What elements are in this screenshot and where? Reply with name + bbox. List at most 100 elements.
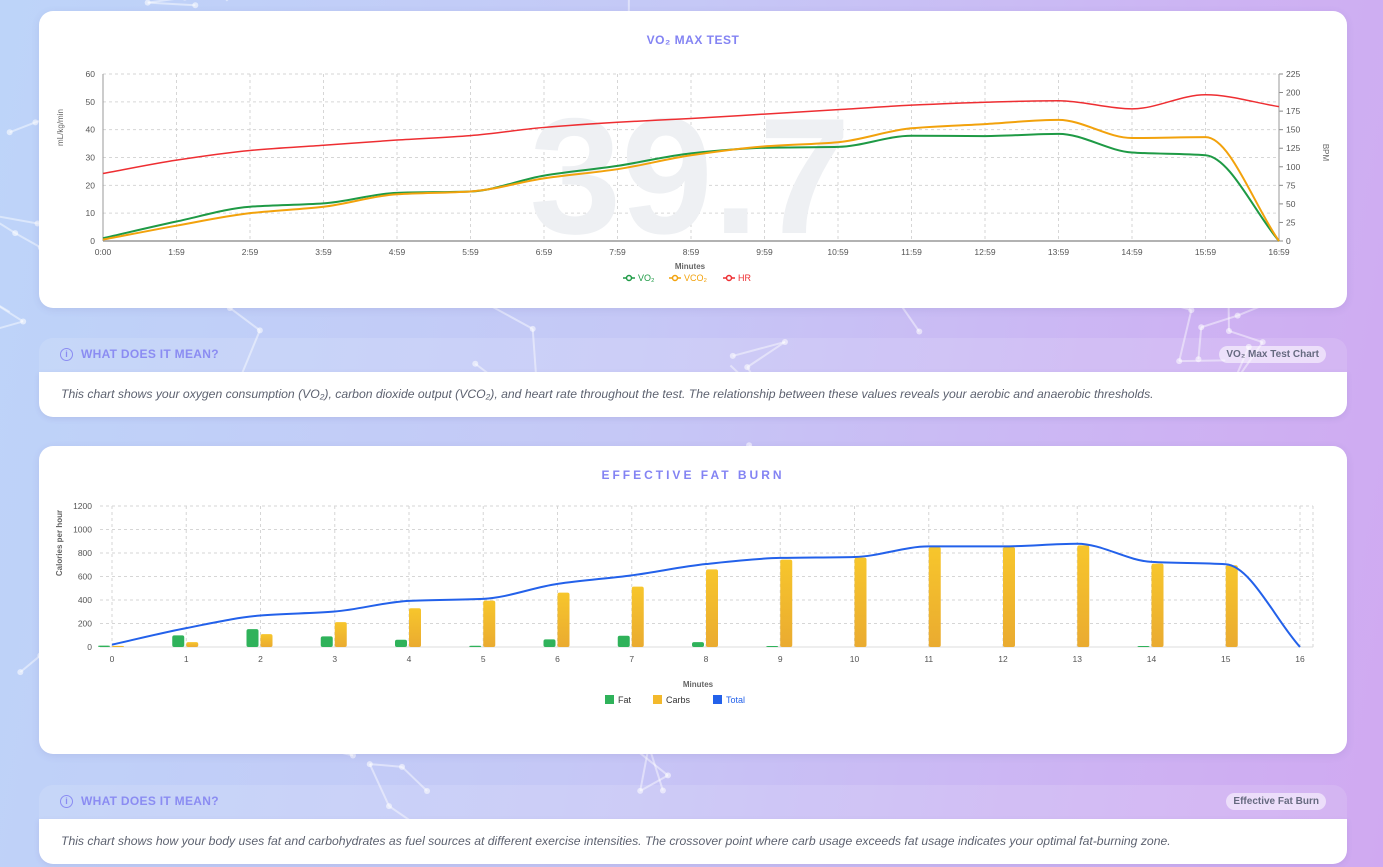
carbs-bar <box>1225 565 1238 647</box>
molecule-bond <box>240 329 261 377</box>
x-tick-label: 3 <box>332 654 337 664</box>
x-tick-label: 1 <box>184 654 189 664</box>
x-tick-label: 10 <box>850 654 860 664</box>
x-tick-label: 8:59 <box>683 247 700 257</box>
x-tick-label: 16 <box>1295 654 1305 664</box>
fat-bar <box>246 629 259 647</box>
y-tick-label: 1200 <box>73 501 92 511</box>
y2-tick-label: 175 <box>1286 106 1300 116</box>
info-text: This chart shows how your body uses fat … <box>61 834 1171 848</box>
legend-item: Carbs <box>653 695 691 705</box>
series-line-vo₂ <box>102 132 1280 242</box>
x-tick-label: 4:59 <box>389 247 406 257</box>
carbs-bar <box>334 622 347 647</box>
molecule-bond <box>636 749 669 777</box>
molecule-bond <box>732 341 786 357</box>
square-icon <box>605 695 614 704</box>
molecule-bond <box>0 304 11 313</box>
info-circle-icon: i <box>60 348 73 361</box>
x-tick-label: 12:59 <box>974 247 996 257</box>
square-icon <box>713 695 722 704</box>
carbs-bar <box>1077 545 1090 647</box>
vo2-info-header[interactable]: i WHAT DOES IT MEAN? VO₂ Max Test Chart <box>39 338 1347 372</box>
carbs-bar <box>631 586 644 647</box>
y2-tick-label: 75 <box>1286 180 1296 190</box>
carbs-bar <box>706 569 718 647</box>
carbs-bar <box>112 645 124 647</box>
molecule-atom <box>729 352 736 359</box>
molecule-bond <box>229 307 261 332</box>
legend-label: HR <box>738 273 751 283</box>
fat-bar <box>766 646 779 647</box>
vo2-max-chart-card: 0 10 20 30 40 50 60 0 25 50 75 100 125 150 175 200 225 0:… <box>39 11 1347 308</box>
molecule-atom <box>1195 356 1202 363</box>
molecule-atom <box>659 787 666 794</box>
molecule-bond <box>369 763 403 768</box>
legend-item: Fat <box>605 695 632 705</box>
molecule-bond <box>0 320 24 330</box>
x-tick-label: 1:59 <box>168 247 185 257</box>
molecule-bond <box>14 232 42 249</box>
molecule-bond <box>147 1 196 7</box>
x-tick-label: 5:59 <box>462 247 479 257</box>
fat-bar <box>320 636 333 647</box>
x-tick-label: 11 <box>924 654 933 664</box>
chart-title: VO₂ MAX TEST <box>646 33 740 47</box>
y-tick-label: 0 <box>90 236 95 246</box>
molecule-atom <box>386 803 393 810</box>
fat-bar <box>98 645 110 647</box>
x-tick-label: 6:59 <box>536 247 553 257</box>
x-tick-label: 10:59 <box>827 247 849 257</box>
carbs-bar <box>1151 563 1164 647</box>
molecule-atom <box>781 338 788 345</box>
fat-bar <box>469 645 482 647</box>
molecule-bond <box>1228 330 1264 344</box>
fat-bar <box>617 635 630 647</box>
x-tick-label: 9:59 <box>756 247 773 257</box>
fat-info-body: This chart shows how your body uses fat … <box>39 819 1347 864</box>
x-tick-label: 7:59 <box>609 247 626 257</box>
info-title: WHAT DOES IT MEAN? <box>81 794 219 808</box>
x-tick-label: 6 <box>555 654 560 664</box>
x-tick-label: 13 <box>1073 654 1083 664</box>
molecule-atom <box>366 761 373 768</box>
molecule-bond <box>1200 314 1238 329</box>
molecule-atom <box>664 772 671 779</box>
legend-item: VO₂ <box>623 273 655 283</box>
x-tick-label: 4 <box>407 654 412 664</box>
info-title: WHAT DOES IT MEAN? <box>81 347 219 361</box>
y-tick-label: 10 <box>86 208 96 218</box>
legend-marker <box>725 274 733 282</box>
fat-burn-chart-card: 0 200 400 600 800 1000 1200 0 1 2 3 4 5 6 7 8 9 10 11 12 13 1… <box>39 446 1347 754</box>
molecule-atom <box>1198 324 1205 331</box>
legend-item: HR <box>723 273 751 283</box>
molecule-atom <box>17 669 24 676</box>
vo2-max-watermark-value: 39.7 <box>529 84 850 268</box>
molecule-atom <box>1176 358 1183 365</box>
carbs-bar <box>780 559 793 647</box>
y-axis-title: Calories per hour <box>55 510 64 576</box>
molecule-bond <box>401 766 428 792</box>
molecule-bond <box>9 121 36 134</box>
fat-info-header[interactable]: i WHAT DOES IT MEAN? Effective Fat Burn <box>39 785 1347 819</box>
molecule-atom <box>20 318 27 325</box>
carbs-bar <box>854 557 867 647</box>
y2-tick-label: 125 <box>1286 143 1300 153</box>
molecule-bond <box>639 774 669 792</box>
legend-marker <box>671 274 679 282</box>
molecule-atom <box>32 119 39 126</box>
y-tick-label: 400 <box>78 595 92 605</box>
y-tick-label: 20 <box>86 180 96 190</box>
legend-item: Total <box>713 695 745 705</box>
molecule-atom <box>529 325 536 332</box>
molecule-atom <box>744 364 751 371</box>
x-tick-label: 14:59 <box>1121 247 1143 257</box>
molecule-bond <box>225 0 229 2</box>
molecule-bond <box>19 654 41 673</box>
legend-item: VCO₂ <box>669 273 708 283</box>
molecule-atom <box>256 327 263 334</box>
x-tick-label: 0 <box>110 654 115 664</box>
molecule-atom <box>424 787 431 794</box>
total-line <box>111 542 1301 648</box>
y-tick-label: 0 <box>87 642 92 652</box>
